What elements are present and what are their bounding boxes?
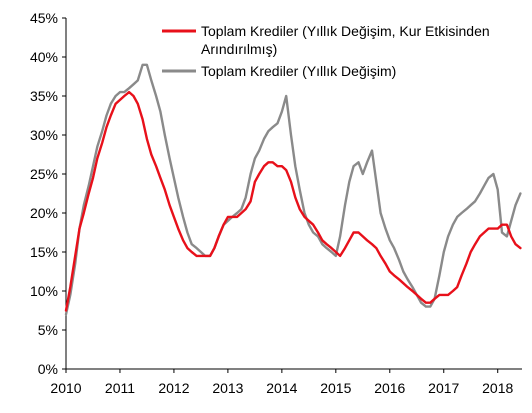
y-tick-label: 45% [30, 10, 58, 26]
y-axis-ticks: 0% 5% 10% 15% 20% 25% 30% 35% 40% 45% [30, 10, 66, 377]
x-tick-label: 2015 [320, 380, 351, 396]
legend-label-1: Toplam Krediler (Yıllık Değişim, Kur Etk… [201, 23, 490, 57]
x-axis-ticks: 2010 2011 2012 2013 2014 2015 2016 2017 2018 [50, 369, 513, 396]
y-tick-label: 10% [30, 283, 58, 299]
x-tick-label: 2017 [428, 380, 459, 396]
x-tick-label: 2016 [374, 380, 405, 396]
series-line-2 [64, 63, 522, 316]
y-tick-label: 35% [30, 88, 58, 104]
x-tick-label: 2018 [482, 380, 513, 396]
series-line-1 [64, 90, 522, 312]
x-tick-label: 2012 [158, 380, 189, 396]
x-tick-label: 2013 [212, 380, 243, 396]
y-tick-label: 20% [30, 205, 58, 221]
x-tick-label: 2014 [266, 380, 297, 396]
y-tick-label: 15% [30, 244, 58, 260]
x-tick-label: 2011 [105, 380, 135, 396]
legend: Toplam Krediler (Yıllık Değişim, Kur Etk… [162, 23, 490, 79]
y-tick-label: 0% [38, 361, 58, 377]
x-tick-label: 2010 [50, 380, 81, 396]
series-layer [64, 63, 522, 316]
y-tick-label: 40% [30, 49, 58, 65]
y-tick-label: 5% [38, 322, 58, 338]
y-tick-label: 25% [30, 166, 58, 182]
legend-label-2: Toplam Krediler (Yıllık Değişim) [201, 63, 396, 79]
y-tick-label: 30% [30, 127, 58, 143]
